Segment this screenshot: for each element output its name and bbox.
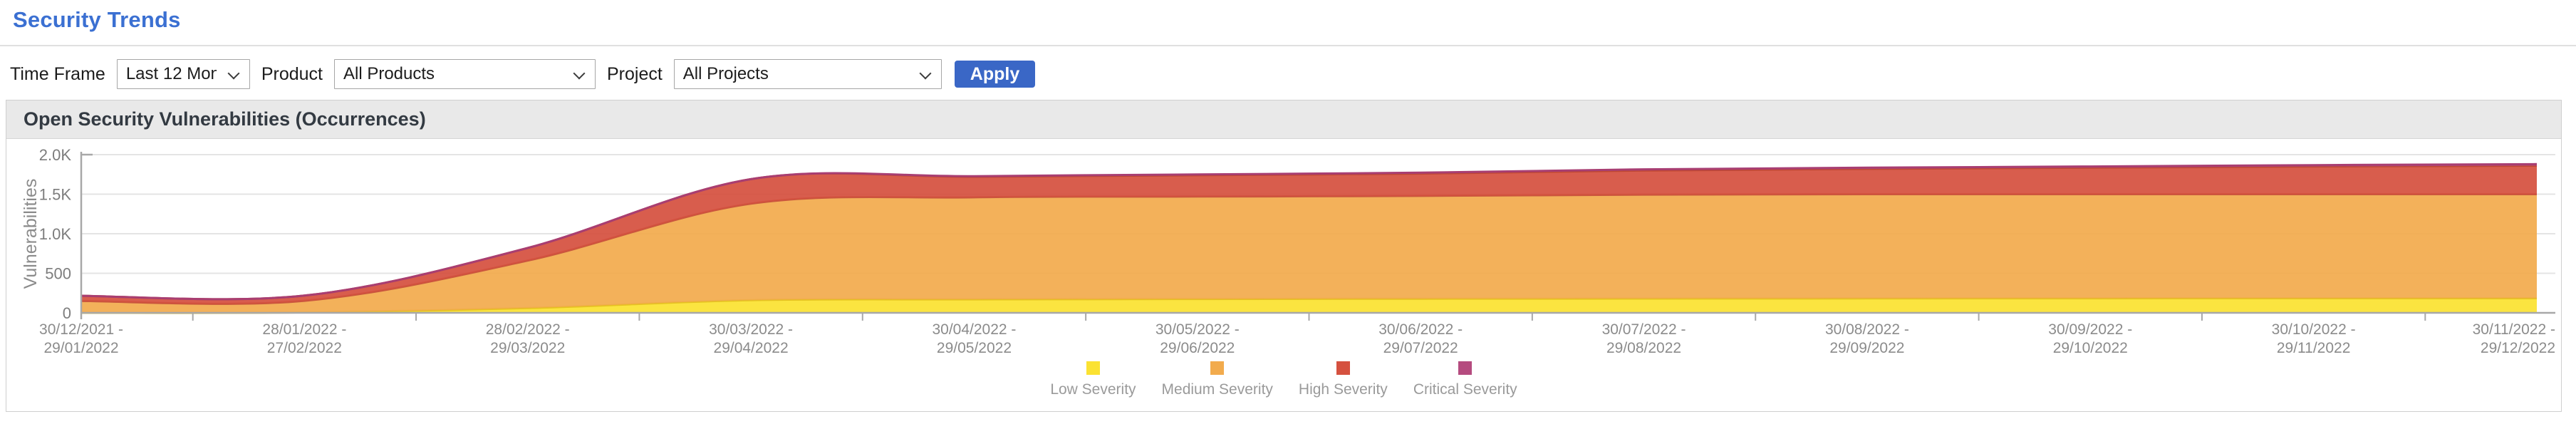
y-axis-tick-label: 2.0K	[39, 146, 72, 164]
product-select[interactable]: All Products	[334, 60, 595, 87]
legend-label: High Severity	[1298, 381, 1388, 398]
x-axis-label: 30/04/2022 -29/05/2022	[932, 321, 1016, 356]
legend-item-critical-severity[interactable]: Critical Severity	[1413, 361, 1517, 398]
time-frame-label: Time Frame	[10, 63, 105, 84]
legend-label: Low Severity	[1050, 381, 1136, 398]
panel-title: Open Security Vulnerabilities (Occurrenc…	[24, 108, 426, 130]
x-axis-label: 30/05/2022 -29/06/2022	[1155, 321, 1240, 356]
stacked-area-series	[80, 162, 2538, 314]
legend-swatch	[1458, 361, 1473, 375]
axes	[80, 152, 2555, 321]
legend-swatch	[1086, 361, 1100, 375]
legend-item-low-severity[interactable]: Low Severity	[1050, 361, 1136, 398]
x-axis-label: 30/03/2022 -29/04/2022	[709, 321, 793, 356]
x-axis-labels: 30/12/2021 -29/01/2022 28/01/2022 -27/02/…	[39, 321, 2555, 356]
y-axis-tick-label: 1.5K	[39, 186, 72, 204]
apply-button[interactable]: Apply	[954, 61, 1036, 88]
chart-legend: Low Severity Medium Severity High Severity…	[6, 361, 2561, 398]
x-axis-label: 30/09/2022 -29/10/2022	[2048, 321, 2132, 356]
y-axis-tick-label: 1.0K	[39, 225, 72, 243]
project-select[interactable]: All Projects	[674, 60, 941, 87]
legend-item-medium-severity[interactable]: Medium Severity	[1162, 361, 1273, 398]
time-frame-select[interactable]: Last 12 Months	[117, 60, 249, 87]
x-axis-label: 30/08/2022 -29/09/2022	[1825, 321, 1909, 356]
legend-swatch	[1210, 361, 1225, 375]
vulnerabilities-area-chart[interactable]: 0 500 1.0K 1.5K 2.0K Vulnerabilities 30/12/202…	[6, 140, 2561, 413]
legend-label: Critical Severity	[1413, 381, 1517, 398]
x-axis-label: 30/12/2021 -29/01/2022	[39, 321, 123, 356]
area-band-high-severity	[81, 165, 2537, 304]
x-axis-label: 28/02/2022 -29/03/2022	[486, 321, 570, 356]
project-label: Project	[606, 63, 663, 84]
legend-swatch	[1336, 361, 1350, 375]
legend-label: Medium Severity	[1161, 381, 1273, 398]
page-title: Security Trends	[13, 7, 181, 32]
x-axis-label: 30/10/2022 -29/11/2022	[2272, 321, 2356, 356]
area-edge-critical-severity	[80, 162, 2538, 301]
area-band-medium-severity	[81, 194, 2537, 314]
x-axis-label: 30/11/2022 -29/12/2022	[2473, 321, 2555, 356]
x-axis-label: 28/01/2022 -27/02/2022	[262, 321, 346, 356]
project-select-wrap: All Projects	[673, 59, 942, 89]
header-divider	[0, 45, 2576, 46]
panel-header: Open Security Vulnerabilities (Occurrenc…	[6, 100, 2561, 139]
product-select-wrap: All Products	[333, 59, 596, 89]
x-axis-label: 30/06/2022 -29/07/2022	[1378, 321, 1463, 356]
security-trends-panel: Open Security Vulnerabilities (Occurrenc…	[6, 100, 2562, 412]
filter-bar: Time Frame Last 12 Months Product All Pr…	[10, 58, 1036, 90]
time-frame-select-wrap: Last 12 Months	[116, 59, 250, 89]
y-axis-tick-label: 500	[45, 265, 71, 283]
product-label: Product	[261, 63, 323, 84]
x-axis-label: 30/07/2022 -29/08/2022	[1602, 321, 1686, 356]
y-axis-title: Vulnerabilities	[21, 179, 41, 289]
y-axis-tick-label: 0	[63, 304, 71, 322]
page-header: Security Trends	[0, 0, 2576, 33]
legend-item-high-severity[interactable]: High Severity	[1299, 361, 1388, 398]
